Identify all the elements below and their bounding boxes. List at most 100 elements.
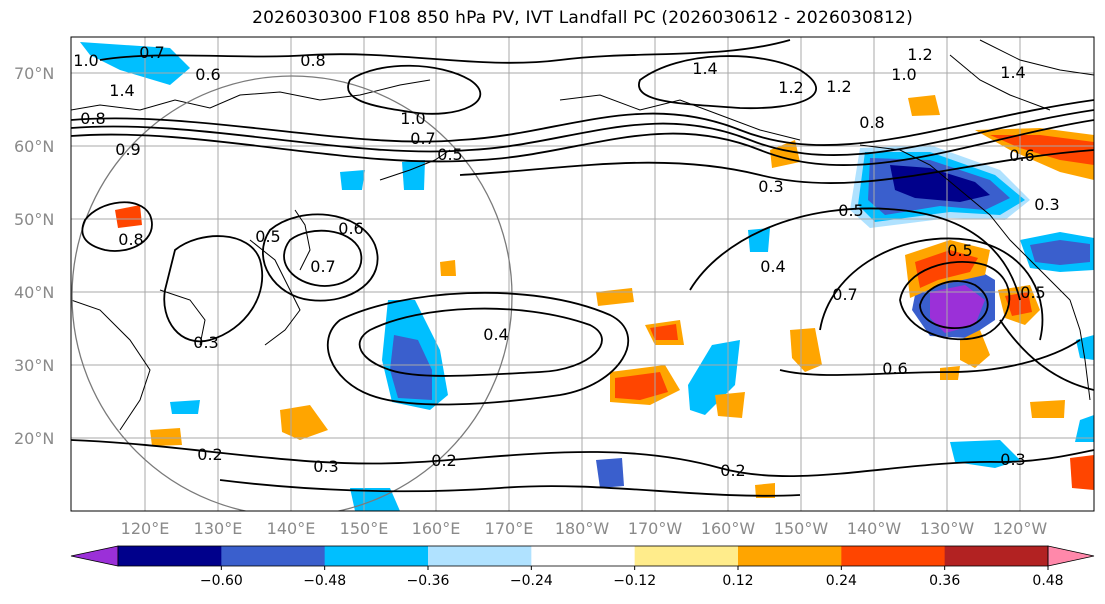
contour-label: 0.6 — [882, 359, 907, 378]
lon-label-140w: 140°W — [847, 519, 902, 538]
shade-medblue-central — [390, 335, 432, 400]
colorbar-extend-low — [70, 545, 119, 567]
colorbar-tick-label: −0.24 — [510, 573, 553, 589]
contour-label: 0.8 — [118, 230, 143, 249]
shade-blue-small8 — [1075, 415, 1094, 442]
colorbar-ticks: −0.60 −0.48 −0.36 −0.24 −0.12 0.12 0.24 0.36 0.4… — [200, 566, 1064, 589]
lon-label-160e: 160°E — [412, 519, 461, 538]
shade-medblue-bc — [1030, 240, 1090, 265]
colorbar-tick-label: 0.36 — [929, 573, 960, 589]
contour-label: 0.4 — [760, 257, 785, 276]
colorbar-segment — [118, 546, 222, 566]
colorbar-frame — [117, 545, 1049, 567]
shade-red-ne — [990, 135, 1094, 165]
shade-blue-small7 — [1076, 335, 1094, 360]
contour-label: 0.7 — [310, 257, 335, 276]
colorbar-segment — [738, 546, 842, 566]
contour-label: 0.7 — [410, 129, 435, 148]
colorbar-segment — [841, 546, 946, 566]
contour-label: 1.0 — [891, 65, 916, 84]
shade-orange-small2 — [715, 392, 745, 418]
lon-label-180w: 180°W — [555, 519, 610, 538]
graticule — [71, 37, 1094, 511]
lon-label-120w: 120°W — [993, 519, 1048, 538]
lat-label-30n: 30°N — [14, 356, 54, 375]
colorbar-segment — [221, 546, 326, 566]
lon-label-120e: 120°E — [121, 519, 170, 538]
contour-label: 1.0 — [400, 109, 425, 128]
map-frame — [70, 36, 1095, 512]
contour-label: 0.2 — [431, 451, 456, 470]
contour-label: 1.2 — [907, 45, 932, 64]
contour-label: 0.7 — [139, 43, 164, 62]
shade-orange-small5 — [150, 428, 182, 446]
colorbar-tick-label: −0.36 — [407, 573, 450, 589]
colorbar-tick-label: −0.48 — [303, 573, 346, 589]
shade-orange-small7 — [1070, 455, 1094, 490]
lon-label-130w: 130°W — [920, 519, 975, 538]
colorbar-tick-label: −0.60 — [200, 573, 243, 589]
shade-orange-mid — [790, 328, 822, 372]
lat-label-40n: 40°N — [14, 283, 54, 302]
shade-blue-small1 — [596, 458, 624, 488]
contour-label: 1.0 — [73, 51, 98, 70]
shade-orange-small8 — [755, 483, 775, 498]
lat-label-60n: 60°N — [14, 137, 54, 156]
lon-label-160w: 160°W — [701, 519, 756, 538]
lon-label-140e: 140°E — [267, 519, 316, 538]
colorbar-tick-label: 0.24 — [826, 573, 857, 589]
lon-label-170e: 170°E — [485, 519, 534, 538]
lat-label-20n: 20°N — [14, 429, 54, 448]
colorbar-segment — [634, 546, 739, 566]
contour-label: 0.3 — [758, 177, 783, 196]
shade-blue-sw — [950, 440, 1020, 468]
colorbar-tick-label: 0.12 — [722, 573, 753, 589]
shade-blue-nw — [80, 42, 190, 85]
coastlines — [71, 39, 1094, 431]
contour-label: 1.4 — [692, 59, 717, 78]
contour-label: 0.3 — [1034, 195, 1059, 214]
shade-orange-small11 — [940, 366, 960, 380]
shade-orange-small3 — [440, 260, 456, 276]
contour-label: 1.4 — [1000, 63, 1025, 82]
shade-orange-small9 — [115, 205, 142, 228]
shade-blue-hawaii — [688, 340, 740, 415]
colorbar-tick-label: 0.48 — [1032, 573, 1063, 589]
contour-label: 0.3 — [313, 457, 338, 476]
colorbar-segment — [531, 546, 636, 566]
map-title: 2026030300 F108 850 hPa PV, IVT Landfall… — [252, 8, 913, 28]
contour-label: 0.5 — [947, 241, 972, 260]
shade-orange-top — [908, 95, 940, 116]
lon-label-150w: 150°W — [774, 519, 829, 538]
shade-orange-small10 — [770, 140, 800, 168]
contour-label: 0.6 — [195, 65, 220, 84]
contour-label: 1.4 — [109, 81, 134, 100]
contour-labels: 1.0 0.70.60.81.40.8 1.00.70.90.8 0.5 0.60.70… — [73, 43, 1059, 480]
contour-label: 0.8 — [80, 109, 105, 128]
colorbar-segment — [324, 546, 429, 566]
colorbar — [70, 545, 1095, 567]
shade-blue-small5 — [402, 160, 425, 190]
contour-label: 0.5 — [255, 227, 280, 246]
contour-label: 0.8 — [859, 113, 884, 132]
shade-navy-ne — [890, 165, 990, 202]
shade-blue-small3 — [340, 170, 365, 190]
contour-label: 0.5 — [838, 201, 863, 220]
contour-label: 0.5 — [1020, 283, 1045, 302]
shade-orange-small6 — [1030, 400, 1065, 418]
contour-label: 1.2 — [826, 77, 851, 96]
contour-label: 0.6 — [1009, 146, 1034, 165]
lon-label-130e: 130°E — [194, 519, 243, 538]
longitude-labels: 120°E 130°E 140°E 150°E 160°E 170°E 180°… — [121, 519, 1048, 538]
contour-label: 0.6 — [338, 219, 363, 238]
colorbar-extend-high — [1047, 545, 1095, 567]
contour-label: 0.2 — [720, 461, 745, 480]
colorbar-segment — [944, 546, 1049, 566]
pv-shading — [80, 42, 1094, 511]
shade-red-ca2 — [1005, 292, 1032, 316]
contour-label: 0.7 — [832, 285, 857, 304]
shade-purple-ca — [930, 285, 985, 333]
contour-label: 0.3 — [193, 333, 218, 352]
contour-label: 0.4 — [483, 325, 508, 344]
colorbar-segment — [428, 546, 532, 566]
